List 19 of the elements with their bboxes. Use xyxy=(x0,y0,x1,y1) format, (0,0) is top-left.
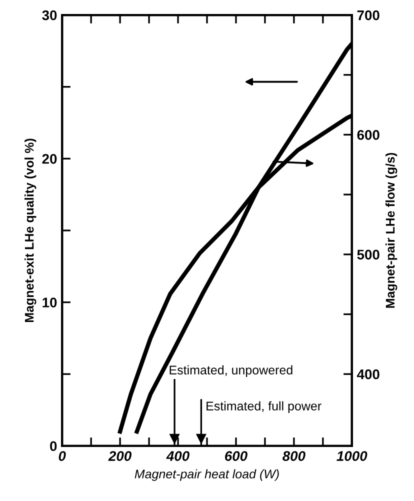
y2-axis-title: Magnet-pair LHe flow (g/s) xyxy=(385,152,398,308)
y2-tick-label: 600 xyxy=(357,130,380,140)
y2-tick-label: 400 xyxy=(356,369,380,380)
x-tick-label: 200 xyxy=(108,451,132,461)
x-axis-title: Magnet-pair heat load (W) xyxy=(134,469,279,481)
x-tick-label: 400 xyxy=(166,451,190,461)
y2-tick-label: 500 xyxy=(357,250,380,260)
y-tick-label: 10 xyxy=(42,298,57,308)
ref-line-label: Estimated, unpowered xyxy=(170,365,292,377)
y2-tick-label: 700 xyxy=(357,10,380,20)
y-axis-title: Magnet-exit LHe quality (vol %) xyxy=(24,138,36,322)
x-tick-label: 600 xyxy=(225,451,248,461)
x-tick-label: 800 xyxy=(282,451,306,461)
y-tick-label: 20 xyxy=(42,154,57,164)
x-tick-label: 1000 xyxy=(336,451,368,461)
y-tick-label: 0 xyxy=(50,441,57,452)
ref-line-label: Estimated, full power xyxy=(206,401,322,413)
y-tick-label: 30 xyxy=(42,10,57,20)
x-tick-label: 0 xyxy=(58,451,66,461)
